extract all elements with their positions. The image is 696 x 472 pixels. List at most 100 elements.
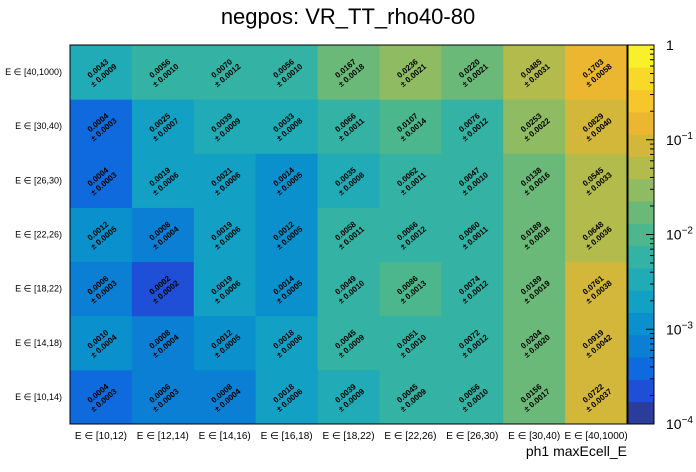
heatmap-cell — [379, 153, 442, 208]
heatmap-cell — [503, 153, 566, 208]
heatmap-cell — [255, 207, 319, 263]
heatmap-cell — [131, 315, 195, 371]
heatmap-cell — [503, 207, 566, 263]
chart-title: negpos: VR_TT_rho40-80 — [221, 4, 475, 29]
x-tick-label: E ∈ [12,14) — [137, 431, 189, 442]
heatmap-cell — [255, 99, 319, 154]
heatmap-cell — [317, 45, 380, 100]
heatmap-cell — [255, 153, 319, 208]
heatmap-cell — [193, 207, 257, 263]
heatmap-cell — [255, 369, 319, 425]
heatmap-cell — [131, 153, 195, 208]
heatmap-cell — [317, 153, 380, 208]
color-scale-tick-label: 10−3 — [666, 320, 693, 337]
x-tick-label: E ∈ [10,12) — [75, 431, 127, 442]
heatmap-cell — [131, 261, 195, 317]
heatmap-cell — [503, 99, 566, 154]
color-scale-band — [628, 67, 654, 91]
heatmap-cell — [131, 99, 195, 154]
heatmap-cell — [193, 315, 257, 371]
color-scale-bar — [627, 44, 655, 425]
color-scale-band — [628, 89, 654, 113]
y-tick-label: E ∈ [26,30) — [15, 175, 62, 185]
y-tick-label: E ∈ [22,26) — [15, 230, 62, 240]
heatmap-cell — [379, 45, 442, 100]
heatmap-cell — [441, 45, 504, 100]
heatmap-cell — [565, 153, 628, 208]
heatmap-cell — [193, 153, 257, 208]
heatmap-cell — [503, 45, 566, 100]
heatmap-cell — [193, 261, 257, 317]
heatmap-cell — [317, 369, 380, 425]
color-scale-band — [628, 312, 654, 336]
heatmap-cell — [255, 45, 319, 100]
plot-frame — [69, 44, 628, 425]
x-tick-label: E ∈ [26,30) — [446, 431, 498, 442]
color-scale-band — [628, 201, 654, 224]
y-tick-label: E ∈ [18,22) — [15, 284, 62, 294]
heatmap-cell — [441, 153, 504, 208]
color-scale-tick-label: 10−2 — [666, 226, 693, 243]
heatmap-cell — [70, 45, 133, 100]
heatmap-cell — [503, 369, 566, 425]
heatmap-cell — [131, 369, 195, 425]
heatmap-cell — [379, 261, 442, 317]
y-axis-ticks: E ∈ [10,14) E ∈ [14,18) E ∈ [18,22) E ∈ [22… — [5, 67, 62, 402]
x-tick-label: E ∈ [40,1000) — [564, 431, 627, 442]
heatmap-cell — [441, 261, 504, 317]
x-tick-label: E ∈ [22,26) — [384, 431, 436, 442]
heatmap-cell — [565, 369, 628, 425]
heatmap-cell — [317, 261, 380, 317]
heatmap-cell — [565, 99, 628, 154]
color-scale-band — [628, 267, 654, 291]
heatmap-cell — [193, 369, 257, 425]
color-scale-tick-label: 10−1 — [666, 131, 693, 148]
heatmap-cell — [379, 369, 442, 425]
heatmap-cell — [70, 261, 133, 317]
heatmap-cell — [131, 45, 195, 100]
color-scale-band — [628, 334, 654, 358]
y-tick-label: E ∈ [14,18) — [15, 338, 62, 348]
heatmap-cell — [70, 99, 133, 154]
heatmap-cell — [255, 261, 319, 317]
color-scale-band — [628, 379, 654, 403]
y-tick-label: E ∈ [40,1000) — [5, 67, 62, 77]
color-scale-band — [628, 111, 654, 135]
heatmap-cell — [379, 315, 442, 371]
heatmap-cell — [503, 315, 566, 371]
heatmap-cell — [379, 207, 442, 263]
heatmap-cell — [441, 369, 504, 425]
color-scale-tick-label: 10−4 — [666, 415, 693, 432]
heatmap-cell — [70, 207, 133, 263]
color-scale-band — [628, 401, 654, 425]
color-scale-band — [628, 290, 654, 314]
color-scale-band — [628, 357, 654, 380]
heatmap-cell — [193, 99, 257, 154]
heatmap-cell — [70, 153, 133, 208]
color-scale-band — [628, 223, 654, 247]
heatmap-cell — [70, 315, 133, 371]
x-axis-label: ph1 maxEcell_E — [526, 443, 627, 459]
color-scale-band — [628, 245, 654, 269]
heatmap-cell — [503, 261, 566, 317]
x-tick-label: E ∈ [14,16) — [199, 431, 251, 442]
heatmap-cell — [70, 369, 133, 425]
heatmap-cell — [441, 315, 504, 371]
x-tick-label: E ∈ [16,18) — [261, 431, 313, 442]
y-tick-label: E ∈ [10,14) — [15, 392, 62, 402]
heatmap-cell — [441, 99, 504, 154]
heatmap-cell — [379, 99, 442, 154]
heatmap-cell — [565, 315, 628, 371]
heatmap-cell — [193, 45, 257, 100]
heatmap-cell — [317, 99, 380, 154]
color-scale-band — [628, 134, 654, 157]
y-tick-label: E ∈ [30,40) — [15, 121, 62, 131]
x-tick-label: E ∈ [30,40) — [508, 431, 560, 442]
heatmap-cells — [70, 45, 628, 425]
heatmap-cell — [317, 207, 380, 263]
color-scale-band — [628, 156, 654, 180]
heatmap-cell — [441, 207, 504, 263]
color-scale-band — [628, 178, 654, 202]
heatmap-cell — [255, 315, 319, 371]
